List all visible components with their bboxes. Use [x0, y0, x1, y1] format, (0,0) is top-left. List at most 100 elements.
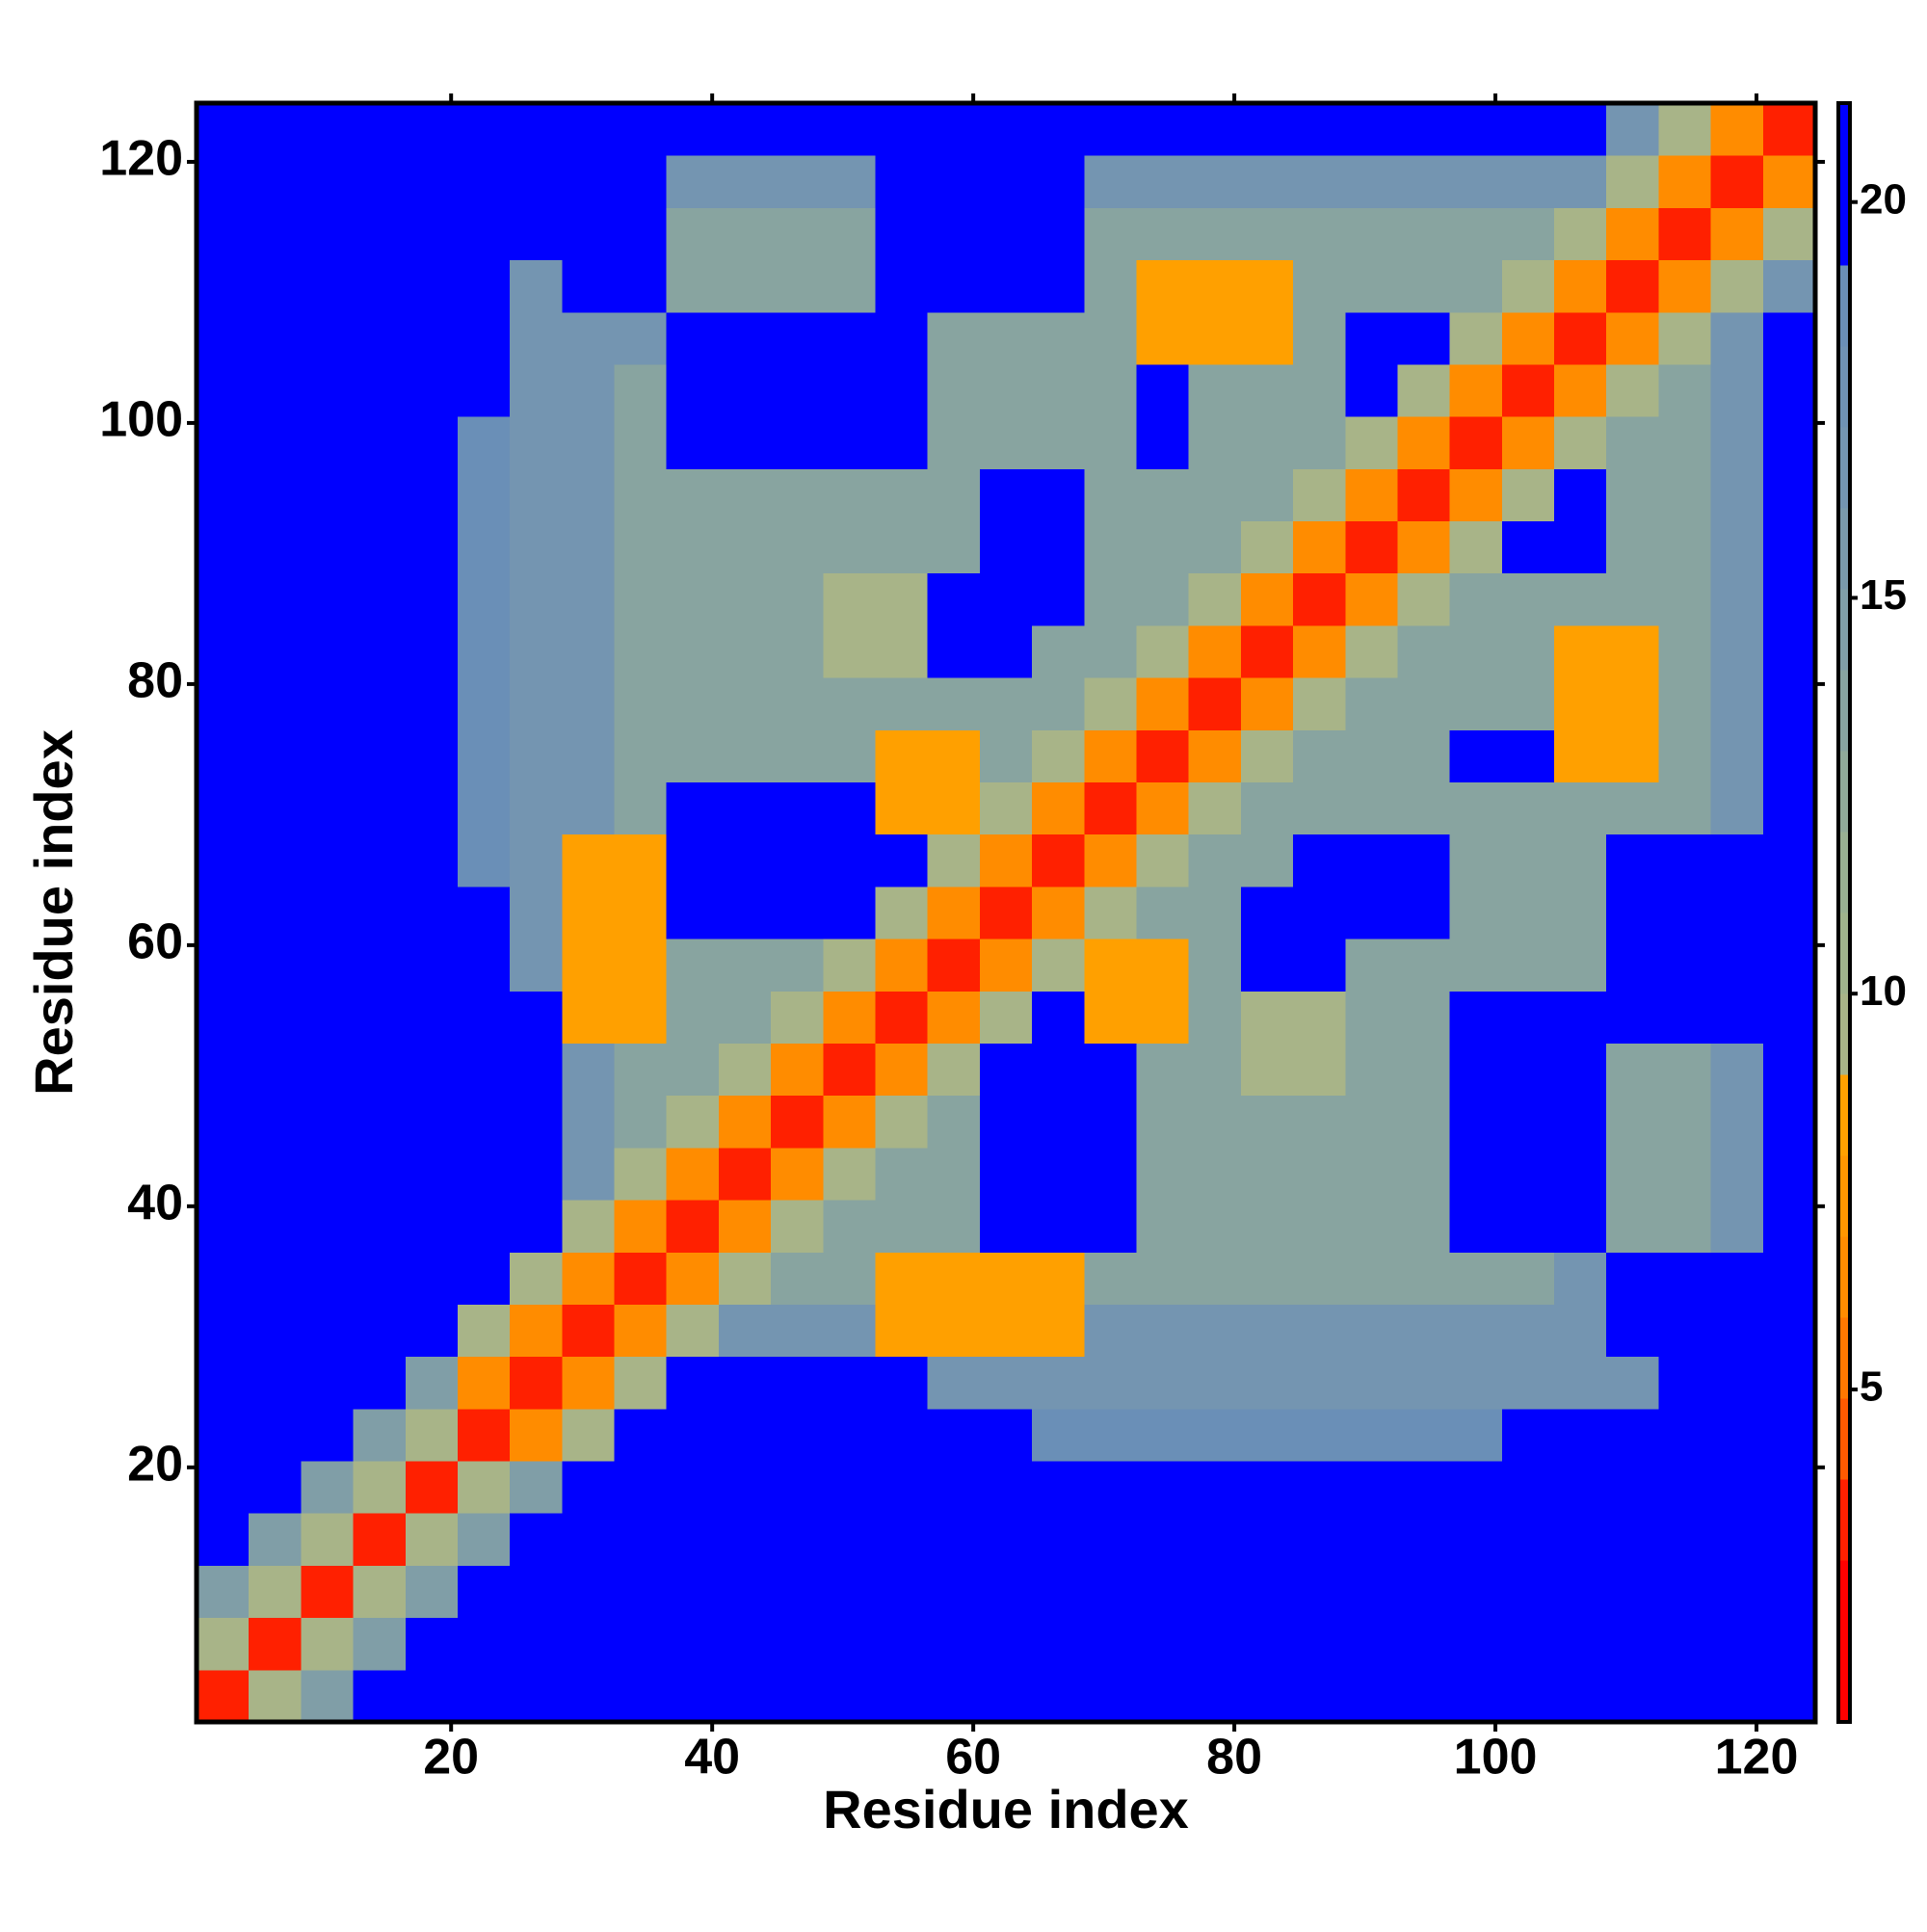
cell	[823, 468, 877, 522]
cell	[1606, 781, 1659, 835]
cell	[249, 1356, 302, 1410]
cell	[1188, 103, 1242, 156]
cell	[1188, 416, 1242, 469]
cell	[510, 1565, 563, 1619]
cell	[510, 939, 563, 992]
cell	[1188, 1513, 1242, 1566]
cell	[1188, 677, 1242, 730]
cell	[457, 1617, 511, 1671]
cell	[1606, 939, 1659, 992]
cell	[562, 207, 616, 261]
cell	[1240, 624, 1294, 678]
cell	[875, 468, 929, 522]
cell	[1293, 886, 1346, 940]
cell	[1658, 311, 1712, 365]
cell	[1606, 363, 1659, 417]
cell	[927, 1669, 981, 1723]
cell	[1606, 1252, 1659, 1305]
cell	[823, 1461, 877, 1514]
cell	[1240, 729, 1294, 783]
cell	[1554, 1304, 1607, 1358]
cell	[771, 572, 824, 626]
cell	[823, 1043, 877, 1097]
cell	[1345, 1043, 1398, 1097]
cell	[1345, 1669, 1398, 1723]
cell	[823, 311, 877, 365]
cell	[1136, 1565, 1190, 1619]
cell	[353, 1147, 407, 1201]
cell	[457, 1356, 511, 1410]
cell	[1762, 259, 1816, 313]
cell	[1345, 1408, 1398, 1462]
cell	[718, 520, 772, 574]
cell	[1293, 1252, 1346, 1305]
cell	[1554, 939, 1607, 992]
cell	[405, 1565, 459, 1619]
cell	[1084, 1408, 1137, 1462]
cell	[1658, 677, 1712, 730]
cell	[1449, 1461, 1503, 1514]
cell	[353, 103, 407, 156]
cell	[1084, 259, 1137, 313]
cell	[1345, 155, 1398, 208]
cell	[1606, 155, 1659, 208]
cell	[1762, 1669, 1816, 1723]
cell	[823, 677, 877, 730]
cell	[197, 1095, 250, 1149]
cell	[405, 729, 459, 783]
cell	[197, 1617, 250, 1671]
cell	[823, 520, 877, 574]
cell	[1188, 468, 1242, 522]
cell	[875, 834, 929, 887]
cell	[1293, 1043, 1346, 1097]
cell	[457, 991, 511, 1044]
cell	[1762, 1200, 1816, 1253]
cell	[405, 1095, 459, 1149]
cell	[405, 468, 459, 522]
cell	[1501, 939, 1555, 992]
cell	[1554, 520, 1607, 574]
cell	[1136, 572, 1190, 626]
cell	[1136, 1513, 1190, 1566]
cell	[1606, 991, 1659, 1044]
cell	[353, 416, 407, 469]
cell	[405, 416, 459, 469]
cell	[1188, 259, 1242, 313]
cell	[1136, 1461, 1190, 1514]
cell	[1032, 729, 1085, 783]
cell	[1606, 468, 1659, 522]
cell	[1710, 834, 1764, 887]
cell	[1501, 520, 1555, 574]
cell	[562, 1356, 616, 1410]
cell	[614, 1147, 668, 1201]
cell	[1345, 1565, 1398, 1619]
cell	[666, 1200, 720, 1253]
cell	[1397, 155, 1451, 208]
cell	[1032, 1461, 1085, 1514]
cell	[666, 1356, 720, 1410]
cell	[562, 991, 616, 1044]
cell	[249, 1461, 302, 1514]
cell	[1762, 1095, 1816, 1149]
y-tick-label: 60	[127, 914, 183, 970]
cell	[823, 155, 877, 208]
cell	[405, 991, 459, 1044]
cell	[1762, 572, 1816, 626]
cell	[1449, 363, 1503, 417]
cell	[1710, 991, 1764, 1044]
cell	[875, 886, 929, 940]
cell	[1449, 1252, 1503, 1305]
cell	[457, 207, 511, 261]
cell	[718, 103, 772, 156]
cell	[979, 207, 1033, 261]
cell	[1606, 1043, 1659, 1097]
colorbar-frame	[1836, 101, 1852, 1724]
colorbar-segment	[1838, 1398, 1850, 1480]
cell	[1449, 1669, 1503, 1723]
cell	[614, 416, 668, 469]
cell	[353, 468, 407, 522]
cell	[457, 1095, 511, 1149]
cell	[1240, 103, 1294, 156]
cell	[718, 781, 772, 835]
cell	[353, 886, 407, 940]
